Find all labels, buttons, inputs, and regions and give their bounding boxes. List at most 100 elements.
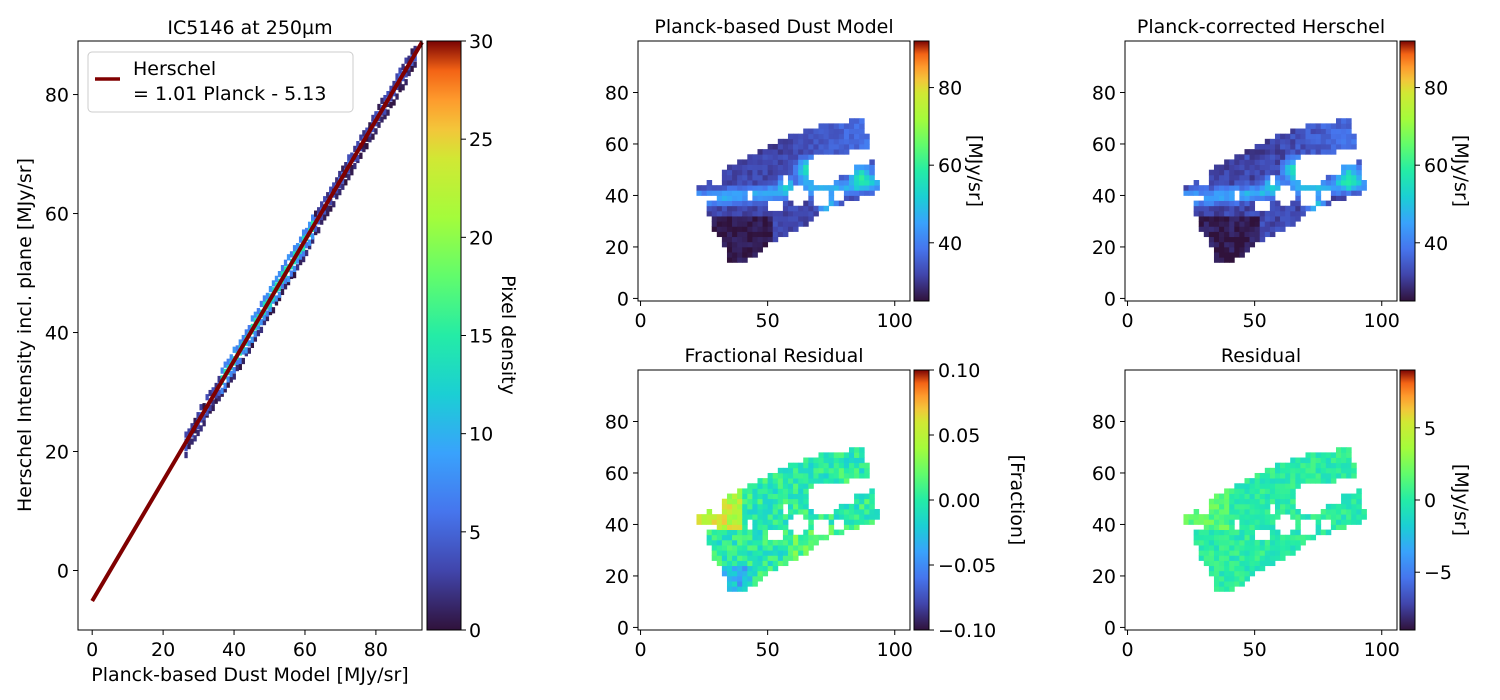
map-pixel [864,509,870,515]
y-tick-label: 40 [45,323,69,345]
map-pixel [1351,493,1357,500]
map-pixel [1219,195,1225,202]
map-pixel [1208,514,1215,520]
map-pixel [1325,149,1332,155]
map-pixel [1244,216,1250,222]
map-pixel [1295,149,1301,155]
map-pixel [752,498,758,505]
x-tick-label: 80 [364,639,388,661]
map-pixel [869,190,875,196]
map-pixel [874,185,880,191]
map-pixel [793,205,799,212]
map-pixel [1274,488,1281,494]
x-tick-label: 100 [877,639,913,661]
map-pixel [1208,524,1215,531]
density-bin [226,381,230,388]
colorbar-tick-label: 30 [469,31,493,53]
map-pixel [843,138,850,145]
map-pixel [1269,159,1276,165]
map-pixel [767,149,774,155]
map-pixel [798,138,804,145]
map-pixel [747,226,753,232]
map-pixel [848,452,855,458]
map-pixel [782,221,789,227]
map-pixel [1244,514,1250,520]
map-pixel [767,503,774,510]
map-pixel [782,154,789,160]
map-pixel [737,236,743,243]
map-pixel [777,539,784,546]
density-bin [271,280,276,287]
map-pixel [716,200,723,207]
density-bin [359,152,363,159]
map-pixel [1305,138,1311,145]
map-pixel [742,169,748,176]
map-pixel [1183,185,1189,191]
map-pixel [721,529,728,536]
map-pixel [747,154,753,160]
map-pixel [1305,185,1311,191]
map-pixel [716,216,723,222]
map-pixel [777,509,784,515]
map-pixel [1198,205,1205,212]
density-bin [187,428,191,435]
map-pixel [1274,472,1281,479]
map-pixel [1239,514,1245,520]
map-pixel [818,462,824,469]
map-pixel [859,123,865,129]
map-pixel [787,143,794,150]
map-pixel [721,226,728,232]
map-pixel [706,529,713,536]
map-pixel [752,539,758,546]
map-pixel [1234,185,1240,191]
map-pixel [1285,221,1291,227]
map-pixel [772,174,779,181]
map-pixel [1219,257,1225,263]
map-pixel [787,478,794,484]
map-pixel [833,478,840,484]
map-pixel [859,519,865,525]
map-pixel [803,529,809,536]
map-pixel [1330,514,1337,520]
map-pixel [1234,581,1240,587]
map-pixel [1315,462,1322,469]
map-pixel [1356,164,1362,171]
map-pixel [1300,205,1306,212]
density-bin [193,417,197,425]
map-pixel [747,529,753,536]
map-pixel [1234,493,1240,500]
map-pixel [721,539,728,546]
map-pixel [777,174,784,181]
map-pixel [1346,462,1352,469]
map-pixel [747,503,753,510]
map-pixel [1341,472,1347,479]
map-pixel [782,138,789,145]
map-pixel [1356,185,1362,191]
map-pixel [1285,138,1291,145]
map-pixel [1193,205,1200,212]
map-pixel [711,200,718,207]
map-pixel [1239,241,1245,248]
map-pixel [838,133,845,140]
map-pixel [1254,472,1261,479]
y-tick-label: 40 [605,514,629,536]
map-pixel [752,205,758,212]
map-pixel [1249,519,1256,525]
map-pixel [782,195,789,202]
map-pixel [762,488,769,494]
map-pixel [1320,143,1327,150]
map-pixel [721,221,728,227]
map-pixel [1335,180,1342,186]
map-pixel [1249,236,1256,243]
map-pixel [823,128,830,135]
map-pixel [1280,539,1286,546]
map-pixel [1213,509,1220,515]
map-pixel [787,138,794,145]
map-pixel [726,231,733,238]
density-bin [247,325,251,332]
map-pixel [793,483,799,489]
map-pixel [1290,138,1296,145]
map-pixel [762,570,769,577]
map-pixel [1234,534,1240,541]
map-pixel [1346,503,1352,510]
